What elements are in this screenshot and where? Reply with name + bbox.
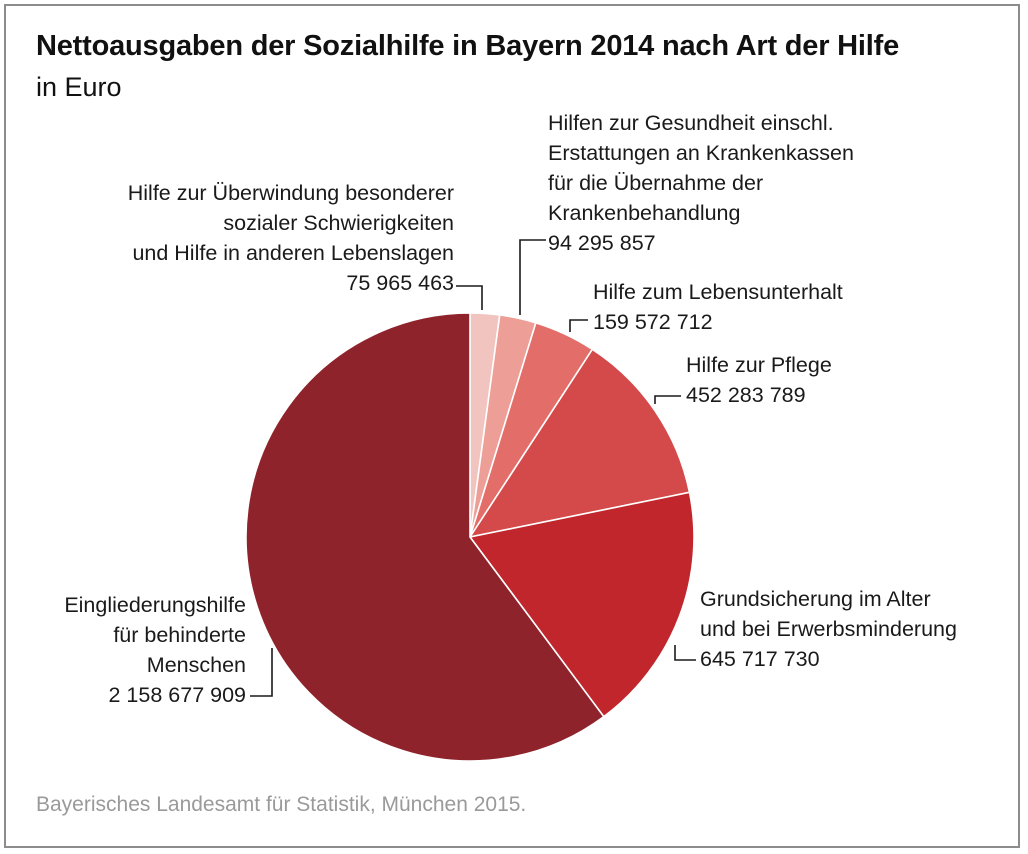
slice-name-label-4-line-1: Hilfe zur Pflege — [686, 353, 832, 377]
source-note: Bayerisches Landesamt für Statistik, Mün… — [36, 793, 527, 816]
slice-value-label-4: 452 283 789 — [686, 383, 806, 407]
leader-line-4 — [654, 395, 681, 404]
leader-line-1 — [456, 285, 483, 310]
slice-name-label-1-line-2: sozialer Schwierigkeiten — [223, 211, 454, 235]
slice-name-label-6-line-1: Eingliederungshilfe — [64, 593, 246, 617]
leader-lines — [250, 239, 696, 697]
leader-line-5 — [674, 645, 696, 661]
slice-value-label-3: 159 572 712 — [593, 310, 713, 334]
leader-line-2 — [519, 239, 546, 315]
slice-name-label-2-line-2: Erstattungen an Krankenkassen — [548, 141, 854, 165]
slice-name-label-6-line-2: für behinderte — [113, 623, 246, 647]
leader-line-3 — [569, 319, 588, 332]
slice-name-label-2-line-4: Krankenbehandlung — [548, 201, 740, 225]
chart-subtitle: in Euro — [36, 72, 122, 102]
slice-name-label-6-line-3: Menschen — [147, 653, 246, 677]
leader-line-6 — [250, 648, 273, 697]
pie-slice-5 — [468, 491, 695, 718]
slice-name-label-2-line-3: für die Übernahme der — [548, 171, 763, 195]
slice-name-label-5-line-2: und bei Erwerbsminderung — [700, 617, 957, 641]
slice-name-label-2-line-1: Hilfen zur Gesundheit einschl. — [548, 111, 834, 135]
slice-name-label-3-line-1: Hilfe zum Lebensunterhalt — [593, 280, 843, 304]
slice-value-label-2: 94 295 857 — [548, 231, 656, 255]
slice-value-label-1: 75 965 463 — [346, 271, 454, 295]
pie-slice-4 — [468, 348, 691, 539]
slice-name-label-5-line-1: Grundsicherung im Alter — [700, 587, 931, 611]
pie-slices — [245, 312, 695, 762]
slice-name-label-1-line-3: und Hilfe in anderen Lebenslagen — [132, 241, 454, 265]
slice-value-label-5: 645 717 730 — [700, 647, 820, 671]
pie-slice-6 — [245, 312, 605, 762]
slice-labels: Hilfe zur Überwindung besonderer sozialer… — [64, 111, 957, 707]
chart-title: Nettoausgaben der Sozialhilfe in Bayern … — [36, 30, 900, 62]
slice-name-label-1-line-1: Hilfe zur Überwindung besonderer — [128, 181, 454, 205]
slice-value-label-6: 2 158 677 909 — [109, 683, 247, 707]
